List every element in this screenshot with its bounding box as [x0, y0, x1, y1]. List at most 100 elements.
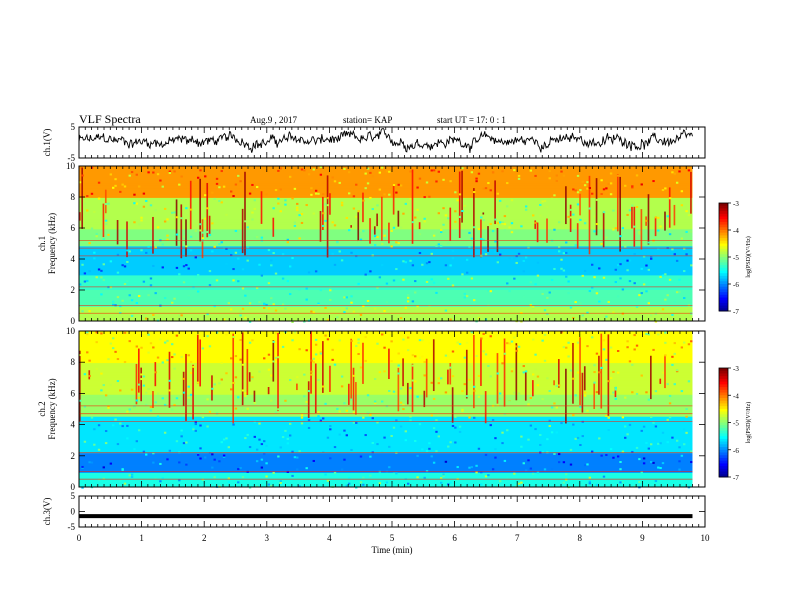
- spectrogram-speckle: [591, 409, 594, 412]
- spectrogram-speckle: [661, 308, 665, 311]
- spectrogram-speckle: [378, 470, 382, 473]
- spectrogram-speckle: [602, 348, 606, 351]
- spectrogram-speckle: [385, 282, 389, 285]
- spectrogram-streak: [557, 359, 560, 388]
- spectrogram-speckle: [477, 317, 481, 320]
- spectrogram-speckle: [529, 281, 533, 284]
- spectrogram-speckle: [527, 438, 530, 441]
- spectrogram-speckle: [130, 171, 134, 174]
- y-tick-label: 0: [71, 316, 76, 326]
- spectrogram-speckle: [442, 473, 445, 476]
- spectrogram-speckle: [621, 312, 625, 315]
- spectrogram-speckle: [343, 296, 346, 299]
- spectrogram-speckle: [567, 215, 570, 218]
- spectrogram-speckle: [392, 426, 396, 429]
- spectrogram-speckle: [152, 461, 155, 464]
- spectrogram-speckle: [97, 197, 101, 200]
- spectrogram-speckle: [395, 419, 398, 422]
- spectrogram-band: [79, 212, 693, 215]
- spectrogram-speckle: [272, 471, 275, 474]
- spectrogram-speckle: [418, 252, 422, 255]
- spectrogram-speckle: [171, 356, 174, 359]
- spectrogram-speckle: [140, 216, 143, 219]
- colorbar-cell: [719, 205, 728, 209]
- spectrogram-speckle: [444, 354, 448, 357]
- spectrogram-speckle: [166, 458, 169, 461]
- spectrogram-speckle: [414, 280, 417, 283]
- spectrogram-speckle: [626, 340, 629, 343]
- spectrogram-speckle: [369, 171, 372, 174]
- spectrogram-speckle: [675, 439, 679, 442]
- spectrogram-speckle: [451, 257, 455, 260]
- spectrogram-speckle: [447, 242, 450, 245]
- spectrogram-streak: [355, 382, 357, 415]
- spectrogram-speckle: [171, 211, 174, 214]
- spectrogram-speckle: [444, 460, 448, 463]
- spectrogram-streak: [595, 178, 598, 236]
- spectrogram-band: [79, 214, 693, 218]
- spectrogram-speckle: [352, 195, 356, 198]
- spectrogram-speckle: [208, 270, 212, 273]
- spectrogram-speckle: [543, 309, 547, 312]
- spectrogram-speckle: [572, 414, 575, 417]
- spectrogram-streak: [296, 383, 298, 391]
- spectrogram-band: [79, 389, 693, 393]
- spectrogram-speckle: [347, 229, 351, 232]
- spectrogram-speckle: [145, 199, 148, 202]
- spectrogram-speckle: [683, 341, 686, 344]
- spectrogram-band: [79, 409, 693, 412]
- spectrogram-speckle: [196, 176, 200, 179]
- spectrogram-speckle: [329, 286, 332, 289]
- figure-title: VLF Spectra: [79, 112, 141, 126]
- spectrogram-speckle: [522, 462, 525, 465]
- spectrogram-band: [79, 460, 693, 464]
- spectrogram-speckle: [156, 226, 160, 229]
- spectrogram-speckle: [432, 461, 436, 464]
- spectrogram-band: [79, 270, 693, 273]
- spectrogram-band: [79, 401, 693, 405]
- spectrogram-speckle: [83, 202, 87, 205]
- spectrogram-speckle: [647, 398, 651, 401]
- colorbar-tick-label: -7: [733, 474, 739, 482]
- spectrogram-speckle: [255, 485, 259, 488]
- colorbar-cell: [719, 305, 728, 309]
- spectrogram-speckle: [246, 470, 249, 473]
- spectrogram-speckle: [274, 356, 278, 359]
- spectrogram-speckle: [579, 444, 582, 447]
- spectrogram-speckle: [616, 264, 620, 267]
- spectrogram-speckle: [251, 339, 254, 342]
- spectrogram-speckle: [465, 395, 469, 398]
- spectrogram-speckle: [489, 222, 492, 225]
- spectrogram-speckle: [281, 277, 285, 280]
- spectrogram-speckle: [86, 209, 89, 212]
- spectrogram-streak: [411, 169, 414, 244]
- spectrogram-speckle: [296, 209, 299, 212]
- spectrogram-speckle: [470, 277, 474, 280]
- spectrogram-speckle: [147, 388, 150, 391]
- spectrogram-speckle: [605, 187, 608, 190]
- spectrogram-band: [79, 343, 693, 347]
- spectrogram-speckle: [461, 167, 464, 170]
- spectrogram-speckle: [376, 443, 379, 446]
- spectrogram-band: [79, 421, 693, 425]
- spectrogram-speckle: [628, 356, 632, 359]
- spectrogram-speckle: [428, 342, 431, 345]
- spectrogram-speckle: [489, 189, 492, 192]
- spectrogram-speckle: [90, 166, 94, 169]
- spectrogram-speckle: [175, 397, 179, 400]
- spectrogram-speckle: [543, 200, 547, 203]
- spectrogram-speckle: [458, 430, 462, 433]
- x-tick-label: 4: [327, 533, 332, 543]
- spectrogram-speckle: [175, 334, 179, 337]
- spectrogram-speckle: [642, 283, 646, 286]
- spectrogram-speckle: [93, 257, 96, 260]
- spectrogram-speckle: [633, 225, 636, 228]
- spectrogram-speckle: [624, 396, 627, 399]
- spectrogram-speckle: [494, 456, 497, 459]
- spectrogram-speckle: [329, 457, 332, 460]
- spectrogram-speckle: [671, 355, 674, 358]
- spectrogram-speckle: [239, 314, 242, 317]
- spectrogram-speckle: [624, 184, 627, 187]
- spectrogram-band: [79, 265, 693, 269]
